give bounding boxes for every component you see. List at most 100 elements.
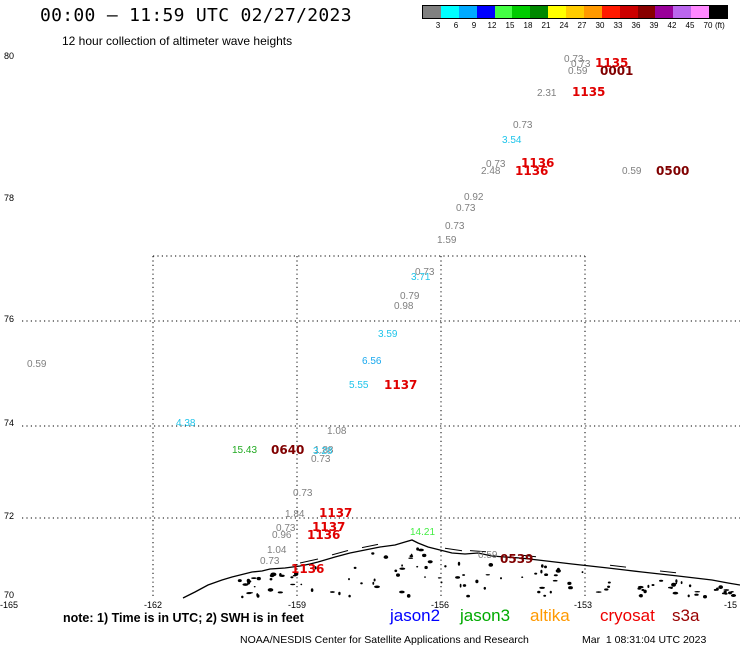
lake [544,565,547,569]
colorbar-swatch [566,6,584,18]
pass-time-label: 1136 [291,562,325,576]
pass-time-label: 0640 [271,443,305,457]
lake [659,579,664,582]
footer-timestamp: Mar 1 08:31:04 UTC 2023 [582,634,707,646]
lakes [237,547,737,599]
colorbar-label: 45 [685,21,695,30]
wave-height-label: 1.59 [437,235,457,246]
lake [544,573,549,576]
pass-time-label: 1136 [307,528,341,542]
lake [437,577,441,579]
wave-height-label: 6.56 [362,356,382,367]
longitude-label: -159 [288,600,307,610]
lake [462,574,466,576]
colorbar-swatch [440,6,459,18]
lake [290,583,296,586]
colorbar-swatch [709,6,727,18]
colorbar-label: 30 [595,21,605,30]
lake [553,574,558,577]
lake [607,581,611,584]
barrier-island [444,547,463,552]
lake [314,566,317,570]
lake [539,586,545,589]
wave-height-label: 3.54 [502,135,522,146]
colorbar-label: 9 [471,21,477,30]
colorbar-label: 21 [541,21,551,30]
lake [416,565,419,568]
wave-height-label: 15.43 [232,445,258,456]
lake [277,591,283,594]
lake [703,595,707,599]
colorbar-swatch [512,6,531,18]
lake [672,591,679,595]
colorbar-label: 33 [613,21,623,30]
pass-time-label: 1135 [572,85,606,99]
wave-height-label: 0.73 [415,267,435,278]
lake [651,584,655,586]
latitude-label: 74 [4,418,15,428]
colorbar-swatch [691,6,709,18]
pass-time-label: 1135 [595,56,629,70]
lake [251,577,257,579]
wave-height-label: 3.28 [313,446,333,457]
barrier-island [609,564,627,568]
lake [537,590,541,594]
lake [475,579,479,584]
lake [241,595,244,599]
lake [360,582,363,585]
wave-height-label: 2.48 [481,166,501,177]
lake [643,589,647,594]
latitude-label: 76 [4,314,15,324]
wave-height-label: 0.73 [260,556,280,567]
lake [459,583,462,588]
lake [300,583,303,586]
lake [242,583,249,586]
legend-satellite-jason3: jason3 [460,606,511,625]
wave-height-label: 0.73 [445,221,465,232]
colorbar-labels: 3 6 9 12 15 18 21 24 27 30 33 36 39 42 4… [422,22,728,32]
colorbar-label: 3 [435,21,441,30]
lake [647,584,650,589]
lake [353,566,357,570]
pass-time-label: 0500 [656,164,690,178]
wave-height-label: 1.84 [285,509,305,520]
wave-height-label: 0.73 [571,59,591,70]
lake [348,594,351,598]
lake [534,572,538,575]
wave-height-label: 0.73 [486,159,506,170]
lake [488,563,494,567]
lake [383,555,389,559]
lake [483,586,486,590]
lake [668,586,672,589]
lake [440,581,443,584]
latitude-label: 78 [4,193,15,203]
lake [279,573,282,577]
barrier-island [361,543,379,549]
wave-height-label: 0.73 [276,523,296,534]
lake [687,594,690,598]
lake [256,594,260,598]
pass-time-label: 1137 [384,378,418,392]
lake [541,564,544,568]
legend-satellite-altika: altika [530,606,570,625]
pass-time-label: 0001 [600,64,634,78]
lake [556,567,560,572]
lake [688,584,692,588]
lake [401,564,403,567]
colorbar-swatch [476,6,495,18]
lake [500,577,502,580]
lake [237,579,242,583]
wave-height-label: 0.73 [311,454,331,465]
wave-height-label: 5.55 [349,380,369,391]
wave-height-label: 0.73 [293,488,313,499]
colorbar-unit: (ft) [715,21,725,30]
lake [418,548,424,552]
colorbar-label: 24 [559,21,569,30]
wave-height-label: 2.31 [537,88,557,99]
lake [455,576,461,579]
lake [270,572,277,577]
colorbar-swatch [619,6,638,18]
colorbar-swatch [673,6,692,18]
lake [373,578,376,582]
pass-time-label: 1136 [521,156,555,170]
